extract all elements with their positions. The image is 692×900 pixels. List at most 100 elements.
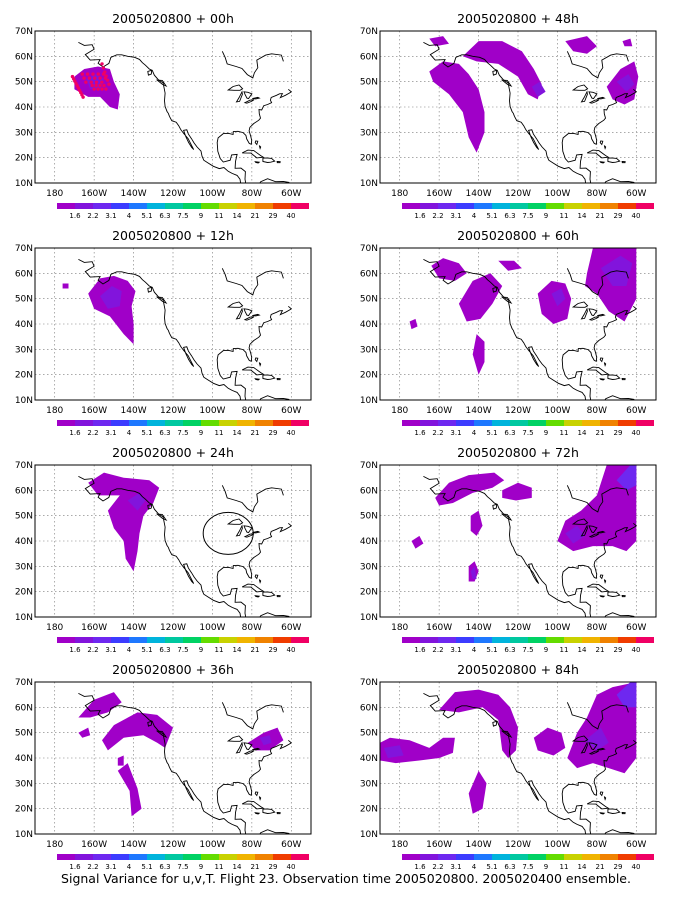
lat-tick-label: 20N (360, 805, 378, 815)
colorbar-swatch (75, 203, 93, 209)
colorbar-swatch (456, 854, 474, 860)
colorbar-label: 1.6 (414, 429, 426, 437)
colorbar-swatch (474, 637, 492, 643)
panel-title: 2005020800 + 48h (457, 11, 579, 26)
colorbar-swatch (147, 637, 165, 643)
colorbar-swatch (420, 203, 438, 209)
colorbar-swatch (564, 854, 582, 860)
variance-region (531, 81, 546, 97)
colorbar-label: 5.1 (486, 212, 497, 220)
colorbar-label: 9 (544, 863, 548, 870)
colorbar-label: 14 (578, 646, 587, 654)
colorbar-label: 7.5 (522, 429, 533, 437)
observation-point (98, 83, 102, 88)
colorbar-swatch (546, 420, 564, 426)
colorbar-label: 9 (199, 863, 203, 870)
coastlines (423, 41, 638, 183)
colorbar-label: 7.5 (177, 646, 188, 654)
lon-tick-label: 140W (121, 840, 147, 850)
colorbar-swatch (564, 420, 582, 426)
colorbar-swatch (183, 420, 201, 426)
variance-region (616, 465, 637, 491)
colorbar-label: 14 (578, 429, 587, 437)
lon-tick-label: 60W (626, 406, 646, 416)
map-panel-12h: 2005020800 + 12h 10N 20N 30N 40N 50N 60N 70N 180… (15, 228, 312, 437)
lat-tick-label: 70N (360, 244, 378, 254)
lon-tick-label: 160W (426, 623, 452, 633)
variance-region (380, 737, 455, 764)
lat-tick-label: 60N (360, 269, 378, 279)
colorbar-swatch (546, 203, 564, 209)
lon-tick-label: 80W (242, 840, 262, 850)
observation-point (91, 72, 95, 76)
colorbar-swatch (237, 637, 255, 643)
lat-tick-label: 70N (15, 461, 33, 471)
lon-tick-label: 140W (466, 189, 492, 199)
lon-tick-label: 80W (587, 840, 607, 850)
colorbar-swatch (510, 854, 528, 860)
colorbar-label: 2.2 (432, 212, 443, 220)
colorbar-label: 29 (614, 863, 623, 870)
observation-point (100, 80, 104, 84)
lon-tick-label: 160W (81, 406, 107, 416)
variance-region (551, 288, 566, 307)
lon-tick-label: 60W (626, 623, 646, 633)
coastlines (78, 692, 293, 834)
colorbar-swatch (111, 854, 129, 860)
colorbar-swatch (57, 203, 75, 209)
colorbar-swatch (402, 637, 420, 643)
lat-tick-label: 10N (15, 179, 33, 189)
variance-region (78, 692, 122, 718)
lat-tick-label: 60N (15, 52, 33, 62)
observation-points (70, 62, 111, 99)
lon-tick-label: 180 (46, 406, 63, 416)
colorbar-swatch (510, 203, 528, 209)
variance-field (429, 36, 639, 153)
variance-region (533, 727, 566, 756)
map-panel-72h: 2005020800 + 72h 10N 20N 30N 40N 50N 60N 70N 180… (360, 445, 657, 654)
lon-tick-label: 60W (626, 189, 646, 199)
colorbar-label: 7.5 (177, 429, 188, 437)
colorbar-label: 2.2 (87, 212, 98, 220)
lat-tick-label: 20N (15, 805, 33, 815)
colorbar-label: 3.1 (450, 429, 461, 437)
lat-tick-label: 30N (15, 128, 33, 138)
colorbar-swatch (636, 854, 654, 860)
variance-region (102, 712, 173, 751)
lat-tick-label: 70N (360, 461, 378, 471)
colorbar-swatch (75, 420, 93, 426)
observation-point (107, 82, 111, 86)
colorbar-label: 40 (287, 646, 296, 654)
variance-region (472, 334, 485, 375)
colorbar-swatch (255, 203, 273, 209)
colorbar-label: 21 (251, 863, 260, 870)
colorbar-swatch (291, 203, 309, 209)
variance-region (470, 566, 477, 579)
colorbar-swatch (582, 420, 600, 426)
figure: 2005020800 + 00h 10N 20N 30N 40N 50N 60N 70N 180… (15, 11, 657, 871)
lon-tick-label: 100W (544, 840, 570, 850)
lon-tick-label: 60W (281, 189, 301, 199)
lat-tick-label: 40N (15, 103, 33, 113)
colorbar-label: 4 (127, 863, 132, 870)
colorbar-swatch (291, 420, 309, 426)
lat-tick-label: 10N (15, 396, 33, 406)
panel-title: 2005020800 + 12h (112, 228, 234, 243)
lat-tick-label: 10N (15, 613, 33, 623)
lat-tick-label: 60N (15, 486, 33, 496)
colorbar-swatch (291, 637, 309, 643)
coastlines (423, 475, 638, 617)
colorbar-label: 40 (287, 863, 296, 870)
colorbar: 1.6 2.2 3.1 4 5.1 6.3 7.5 9 11 14 21 29 40 (57, 203, 309, 220)
lon-tick-label: 140W (121, 406, 147, 416)
variance-region (431, 258, 467, 281)
colorbar-swatch (438, 420, 456, 426)
observation-point (104, 87, 108, 91)
lat-tick-label: 30N (360, 345, 378, 355)
observation-point (105, 78, 110, 82)
colorbar: 1.6 2.2 3.1 4 5.1 6.3 7.5 9 11 14 21 29 40 (402, 203, 654, 220)
lon-tick-label: 180 (391, 840, 408, 850)
lat-tick-label: 10N (360, 179, 378, 189)
variance-region (622, 38, 633, 47)
colorbar-label: 9 (544, 212, 548, 220)
